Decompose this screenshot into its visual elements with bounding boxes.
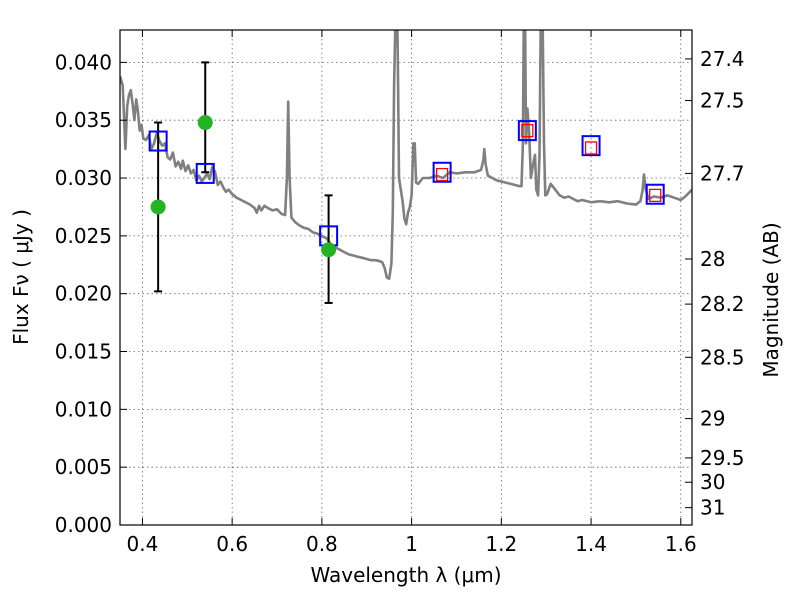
- observed-nir-marker: [521, 123, 534, 138]
- observed-nir-marker: [435, 167, 449, 182]
- y-tick-label: 0.005: [55, 455, 112, 479]
- right-tick-label: 30: [700, 470, 725, 494]
- y-tick-label: 0.025: [55, 224, 112, 248]
- y-axis-label: Flux Fν ( μJy ): [9, 209, 33, 345]
- model-photometry-marker: [581, 135, 601, 157]
- x-tick-label: 1: [405, 532, 418, 556]
- right-tick-label: 29.5: [700, 446, 745, 470]
- right-tick-label: 31: [700, 496, 725, 520]
- x-tick-label: 1.6: [665, 532, 697, 556]
- observed-optical-marker: [197, 115, 213, 131]
- x-tick-label: 0.6: [216, 532, 248, 556]
- right-tick-label: 27.5: [700, 89, 745, 113]
- spectrum-layer: [120, 30, 692, 280]
- x-tick-label: 0.4: [127, 532, 159, 556]
- marker-layer: [148, 115, 665, 258]
- model-photometry-marker: [432, 161, 452, 183]
- model-photometry-marker: [517, 120, 537, 142]
- right-tick-label: 27.7: [700, 161, 745, 185]
- y-tick-label: 0.015: [55, 340, 112, 364]
- right-tick-label: 28.2: [700, 292, 745, 316]
- errorbar-layer: [154, 61, 333, 304]
- observed-optical-marker: [321, 242, 337, 258]
- right-tick-label: 29: [700, 407, 725, 431]
- y-tick-label: 0.010: [55, 397, 112, 421]
- plot-frame: [119, 29, 693, 526]
- x-tick-label: 0.8: [306, 532, 338, 556]
- x-tick-label: 1.4: [575, 532, 607, 556]
- y-tick-label: 0.020: [55, 282, 112, 306]
- spectrum-line: [120, 30, 692, 280]
- right-tick-label: 27.4: [700, 47, 745, 71]
- model-photometry-marker: [645, 183, 665, 205]
- right-tick-label: 28: [700, 247, 725, 271]
- y-tick-label: 0.000: [55, 513, 112, 537]
- right-tick-label: 28.5: [700, 345, 745, 369]
- x-axis-label: Wavelength λ (μm): [310, 563, 501, 587]
- right-axis-label: Magnitude (AB): [759, 222, 783, 377]
- observed-nir-marker: [584, 141, 598, 155]
- y-tick-label: 0.040: [55, 50, 112, 74]
- observed-optical-marker: [150, 199, 166, 215]
- y-tick-label: 0.030: [55, 166, 112, 190]
- model-photometry-marker: [195, 162, 215, 184]
- observed-nir-marker: [649, 188, 662, 203]
- y-tick-label: 0.035: [55, 108, 112, 132]
- ticks: 0.4 0.6 0.8 1 1.2 1.4 1.6 0.000 0.005 0.010 0.015 0…: [55, 30, 745, 556]
- x-tick-label: 1.2: [485, 532, 517, 556]
- model-photometry-marker: [148, 130, 168, 152]
